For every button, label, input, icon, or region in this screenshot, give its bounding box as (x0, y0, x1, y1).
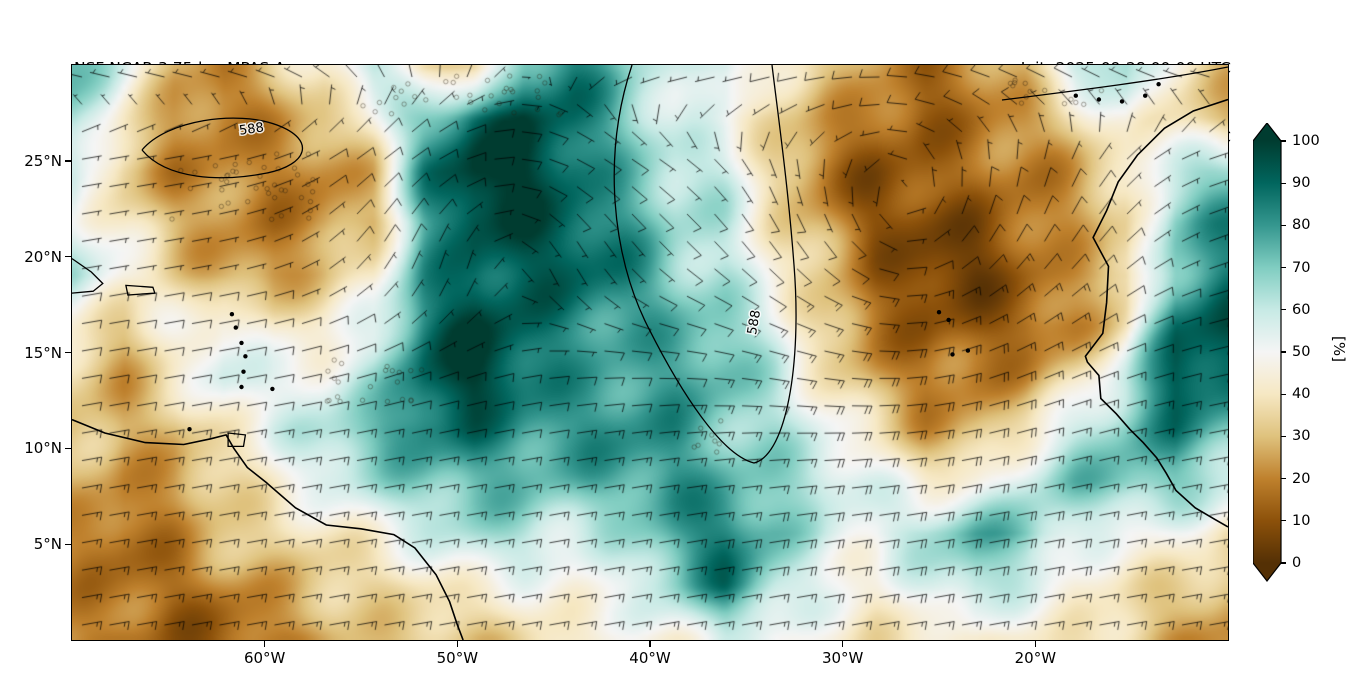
colorbar-tick-label: 10 (1292, 512, 1311, 529)
coastline (72, 418, 464, 640)
height-contour-label: 588 (745, 309, 764, 336)
colorbar-tick-label: 70 (1292, 259, 1311, 276)
y-tick-label: 20°N (24, 247, 62, 266)
height-contour (141, 117, 304, 179)
x-tick-label: 30°W (821, 649, 864, 667)
colorbar-tick-label: 30 (1292, 428, 1311, 445)
colorbar-tick-mark (1281, 562, 1286, 564)
y-tick-label: 25°N (24, 151, 62, 170)
island-mark (936, 310, 942, 315)
colorbar-gradient (1253, 123, 1282, 582)
colorbar-tick-mark (1281, 267, 1286, 269)
colorbar-tick-label: 0 (1292, 555, 1302, 571)
colorbar-tick-mark (1281, 478, 1286, 480)
colorbar-tick-label: 90 (1292, 175, 1311, 192)
colorbar-tick-mark (1281, 520, 1286, 522)
island-mark (187, 427, 192, 432)
y-tick-label: 5°N (33, 535, 62, 554)
colorbar-tick-label: 20 (1292, 470, 1311, 487)
colorbar-tick-mark (1281, 435, 1286, 437)
colorbar-tick-label: 80 (1292, 217, 1311, 234)
colorbar-tick-mark (1281, 182, 1286, 184)
y-tick-label: 15°N (24, 343, 62, 362)
y-tick-mark (65, 160, 71, 162)
coastline-contour-layer: 588 588 (72, 65, 1228, 640)
map-panel: 588 588 (71, 64, 1229, 641)
colorbar-tick-mark (1281, 224, 1286, 226)
island-mark (229, 312, 235, 317)
island-mark (270, 386, 275, 392)
island-mark (241, 369, 246, 374)
island-mark (965, 348, 971, 353)
colorbar-tick-mark (1281, 393, 1286, 395)
island-mark (946, 317, 951, 323)
island-mark (1143, 93, 1148, 98)
island-mark (1156, 82, 1161, 87)
x-tick-label: 60°W (243, 649, 286, 667)
colorbar-tick-label: 100 (1292, 133, 1320, 149)
island-mark (239, 340, 244, 346)
x-tick-label: 40°W (629, 649, 671, 667)
x-tick-label: 50°W (436, 649, 479, 667)
x-tick-label: 20°W (1014, 649, 1057, 667)
y-tick-mark (65, 543, 71, 545)
colorbar-tick-label: 50 (1292, 344, 1311, 360)
colorbar (1253, 123, 1282, 582)
x-tick-mark (1034, 641, 1037, 647)
height-contour-label: 588 (238, 120, 265, 138)
island-mark (1119, 99, 1125, 104)
wind-barbs-canvas (72, 65, 1228, 640)
island-mark (1096, 97, 1102, 102)
coastline (125, 284, 156, 296)
height-contour (613, 65, 797, 464)
island-mark (950, 352, 955, 357)
y-tick-mark (65, 351, 71, 354)
colorbar-tick-mark (1281, 309, 1286, 311)
x-tick-mark (456, 641, 459, 647)
colorbar-tick-label: 40 (1292, 386, 1311, 403)
colorbar-tick-mark (1281, 351, 1286, 353)
y-tick-label: 10°N (24, 439, 62, 458)
coastline (72, 258, 104, 294)
colorbar-tick-label: 60 (1292, 301, 1311, 318)
coastline (227, 432, 247, 448)
island-mark (1073, 93, 1078, 98)
height-contour (1001, 66, 1228, 101)
island-mark (233, 325, 238, 330)
x-tick-mark (649, 641, 651, 647)
colorbar-tick-mark (1281, 140, 1286, 142)
coastline (1084, 98, 1228, 528)
island-mark (239, 384, 244, 390)
y-tick-mark (65, 256, 71, 258)
island-mark (243, 354, 248, 359)
x-tick-mark (842, 641, 844, 647)
colorbar-unit-label: [%] (1329, 336, 1348, 362)
y-tick-mark (65, 447, 71, 450)
x-tick-mark (264, 641, 266, 647)
